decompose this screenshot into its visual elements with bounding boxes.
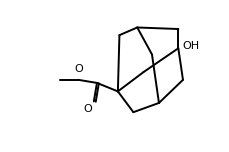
- Text: O: O: [74, 64, 82, 74]
- Text: OH: OH: [181, 41, 199, 51]
- Text: O: O: [83, 104, 92, 114]
